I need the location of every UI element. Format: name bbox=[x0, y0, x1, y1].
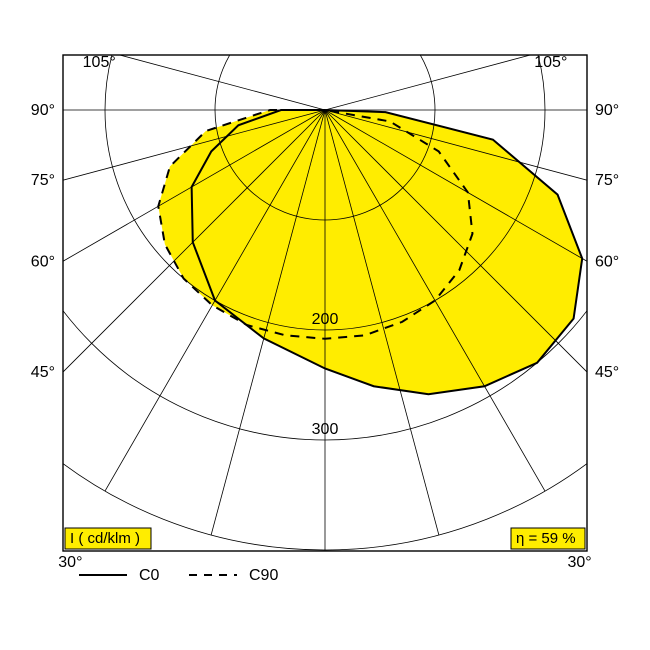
angle-tick-label-left: 60° bbox=[31, 253, 55, 270]
legend-label-c90: C90 bbox=[249, 567, 278, 584]
radial-tick-label: 300 bbox=[312, 421, 339, 438]
angle-tick-label-right: 60° bbox=[595, 253, 619, 270]
angle-tick-label-right: 75° bbox=[595, 172, 619, 189]
radial-tick-label: 200 bbox=[312, 311, 339, 328]
angle-tick-label-right: 30° bbox=[568, 554, 592, 571]
angle-tick-label-left: 45° bbox=[31, 364, 55, 381]
angle-tick-label-left: 30° bbox=[58, 554, 82, 571]
angle-tick-label-right: 105° bbox=[534, 54, 567, 71]
angle-tick-label-left: 90° bbox=[31, 102, 55, 119]
legend-label-c0: C0 bbox=[139, 567, 160, 584]
unit-label: I ( cd/klm ) bbox=[70, 530, 140, 547]
angle-tick-label-left: 105° bbox=[83, 54, 116, 71]
eta-label: η = 59 % bbox=[516, 530, 576, 547]
angle-tick-label-left: 75° bbox=[31, 172, 55, 189]
angle-tick-label-right: 90° bbox=[595, 102, 619, 119]
angle-tick-label-right: 45° bbox=[595, 364, 619, 381]
